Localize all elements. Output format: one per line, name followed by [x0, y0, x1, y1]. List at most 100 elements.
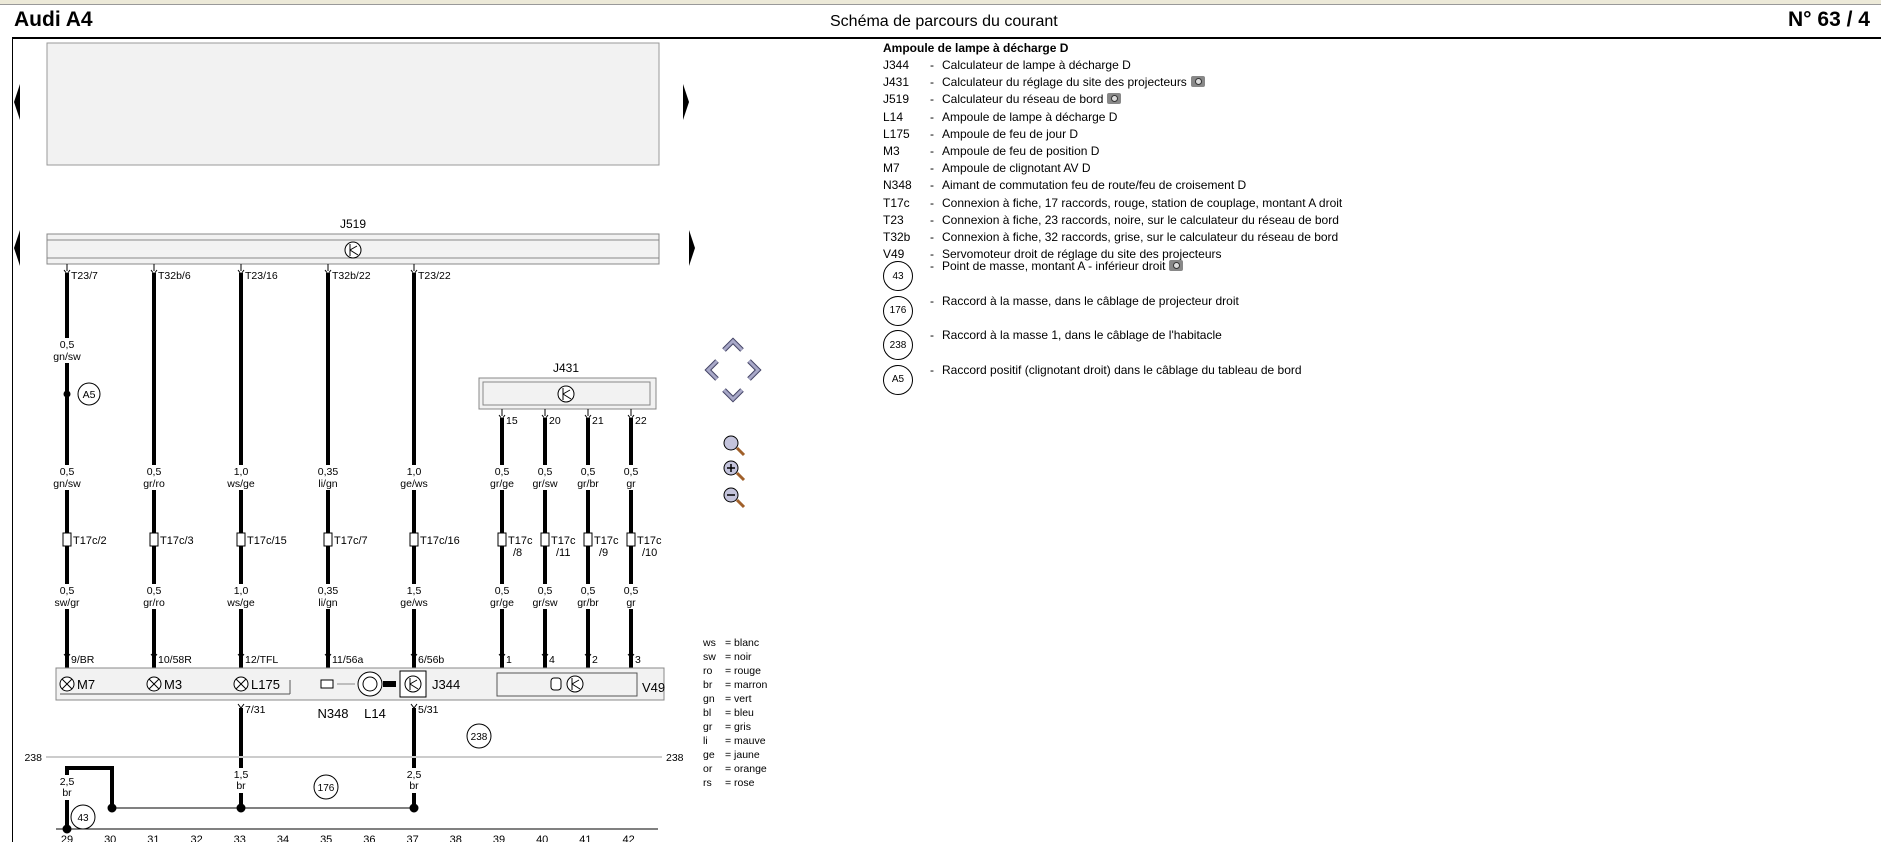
color-name: = rouge	[725, 665, 761, 677]
legend-desc: Aimant de commutation feu de route/feu d…	[942, 178, 1246, 192]
legend-desc: Ampoule de feu de position D	[942, 144, 1099, 158]
pin-bottom-label: 9/BR	[71, 654, 95, 666]
connector-icon	[583, 532, 593, 547]
pin-arrow-icon	[237, 703, 245, 709]
pin-arrow-icon	[324, 653, 332, 659]
legend-dash: -	[930, 328, 934, 343]
wire-label-bg	[486, 584, 518, 609]
legend-desc-text: Servomoteur droit de réglage du site des…	[942, 247, 1222, 262]
column-number: 39	[493, 834, 505, 842]
wire-label-bg	[312, 584, 344, 609]
legend-desc: Ampoule de clignotant AV D	[942, 161, 1091, 175]
connector-label: T17c	[637, 535, 662, 547]
connector-icon	[236, 532, 246, 547]
wire-section: 0,5	[624, 466, 639, 478]
pin-top-label: T23/22	[418, 270, 451, 282]
wire-color: gr/ge	[490, 597, 514, 609]
j431-inner-box	[482, 381, 651, 406]
camera-icon[interactable]	[1169, 260, 1184, 272]
section-next-arrow-icon[interactable]	[689, 230, 695, 266]
m3-label: M3	[164, 677, 182, 692]
bulb-cross	[61, 678, 73, 690]
v49-box	[496, 672, 638, 697]
legend-code: M3	[883, 143, 900, 158]
j431-transistor-icon	[557, 385, 575, 403]
connector-pin-label: /10	[642, 547, 657, 559]
nav-arrow-fill[interactable]	[722, 338, 744, 352]
legend-desc-text: Ampoule de feu de jour D	[942, 126, 1079, 141]
color-code: rs	[703, 777, 712, 789]
ground-point-label: 238	[471, 732, 488, 743]
wire-label-bg	[55, 775, 79, 800]
j519-transistor-icon	[344, 241, 362, 259]
page-prev-arrow-icon[interactable]	[14, 84, 20, 120]
color-code: br	[703, 679, 713, 691]
legend-item: N348 - Aimant de commutation feu de route/…	[883, 178, 1246, 195]
legend-dash: -	[930, 75, 934, 90]
legend-dash: -	[930, 247, 934, 262]
legend-dash: -	[930, 161, 934, 176]
connector-label: T17c/2	[73, 535, 107, 547]
wire-section: 1,0	[407, 466, 422, 478]
wire-section: 0,5	[581, 466, 596, 478]
pin-arrow-icon	[63, 269, 71, 275]
legend-dash: -	[930, 58, 934, 72]
color-code: or	[703, 763, 713, 775]
wire-color: sw/gr	[54, 597, 80, 609]
section-prev-arrow-icon[interactable]	[14, 230, 20, 266]
j431-control-unit	[478, 377, 657, 410]
pin-arrow-icon	[541, 653, 549, 659]
legend-dash: -	[930, 259, 934, 274]
legend-desc: Calculateur du réglage du site des proje…	[942, 75, 1205, 89]
legend-item: T17c - Connexion à fiche, 17 raccords, rou…	[883, 195, 1342, 213]
legend-circle-code: 43	[883, 261, 913, 292]
wire-section: 1,5	[407, 585, 422, 597]
wire-label-bg	[138, 584, 170, 609]
color-code: gn	[703, 693, 715, 705]
connector-label: T17c	[551, 535, 576, 547]
column-number: 42	[622, 834, 634, 842]
page-next-arrow-icon[interactable]	[683, 84, 689, 120]
camera-icon[interactable]	[1190, 76, 1205, 88]
legend-code: N348	[883, 178, 912, 193]
nav-arrow-fill[interactable]	[747, 359, 761, 381]
ground-wire-section: 2,5	[60, 776, 75, 788]
legend-desc-text: Point de masse, montant A - inférieur dr…	[942, 259, 1166, 274]
bulb-cross	[235, 678, 247, 690]
pin-top-label: 21	[592, 415, 604, 427]
pin-top-label: 20	[549, 415, 561, 427]
nav-arrow-fill[interactable]	[722, 388, 744, 402]
legend-desc: Connexion à fiche, 23 raccords, noire, s…	[942, 213, 1339, 227]
legend-code: V49	[883, 247, 905, 262]
column-number: 31	[147, 834, 159, 842]
pin-arrow-icon	[584, 653, 592, 659]
wire-section: 0,5	[60, 339, 75, 351]
pin-arrow-icon	[237, 269, 245, 275]
wire-color: ws/ge	[226, 478, 255, 490]
legend-dash: -	[930, 229, 934, 244]
legend-title: Ampoule de lampe à décharge D	[883, 41, 1069, 55]
pin-arrow-icon	[584, 414, 592, 420]
legend-code: L175	[883, 126, 910, 141]
column-number: 32	[190, 834, 202, 842]
wire-section: 0,35	[318, 466, 339, 478]
zoom-fit-icon-handle	[735, 446, 746, 457]
wire-label-bg	[486, 465, 518, 490]
ground-wire-color: br	[62, 787, 72, 799]
vehicle-title: Audi A4	[14, 8, 93, 31]
junction-dot	[409, 803, 419, 813]
wire-color: gn/sw	[53, 478, 81, 490]
pin-arrow-icon	[410, 653, 418, 659]
legend-desc-text: Calculateur de lampe à décharge D	[942, 58, 1131, 72]
nav-arrow-fill[interactable]	[705, 359, 719, 381]
camera-icon[interactable]	[1107, 93, 1122, 105]
ground-wire-color: br	[409, 780, 419, 792]
j344-transistor-icon	[404, 675, 422, 693]
legend-code: J344	[883, 58, 910, 72]
legend-desc: Raccord à la masse, dans le câblage de p…	[942, 294, 1239, 308]
connector-icon	[497, 532, 507, 547]
color-name: = blanc	[725, 637, 760, 649]
legend-circle-item: A5 - Raccord positif (clignotant droit) da…	[883, 363, 1302, 403]
legend-code: T17c	[883, 195, 910, 210]
pin-arrow-icon	[498, 414, 506, 420]
